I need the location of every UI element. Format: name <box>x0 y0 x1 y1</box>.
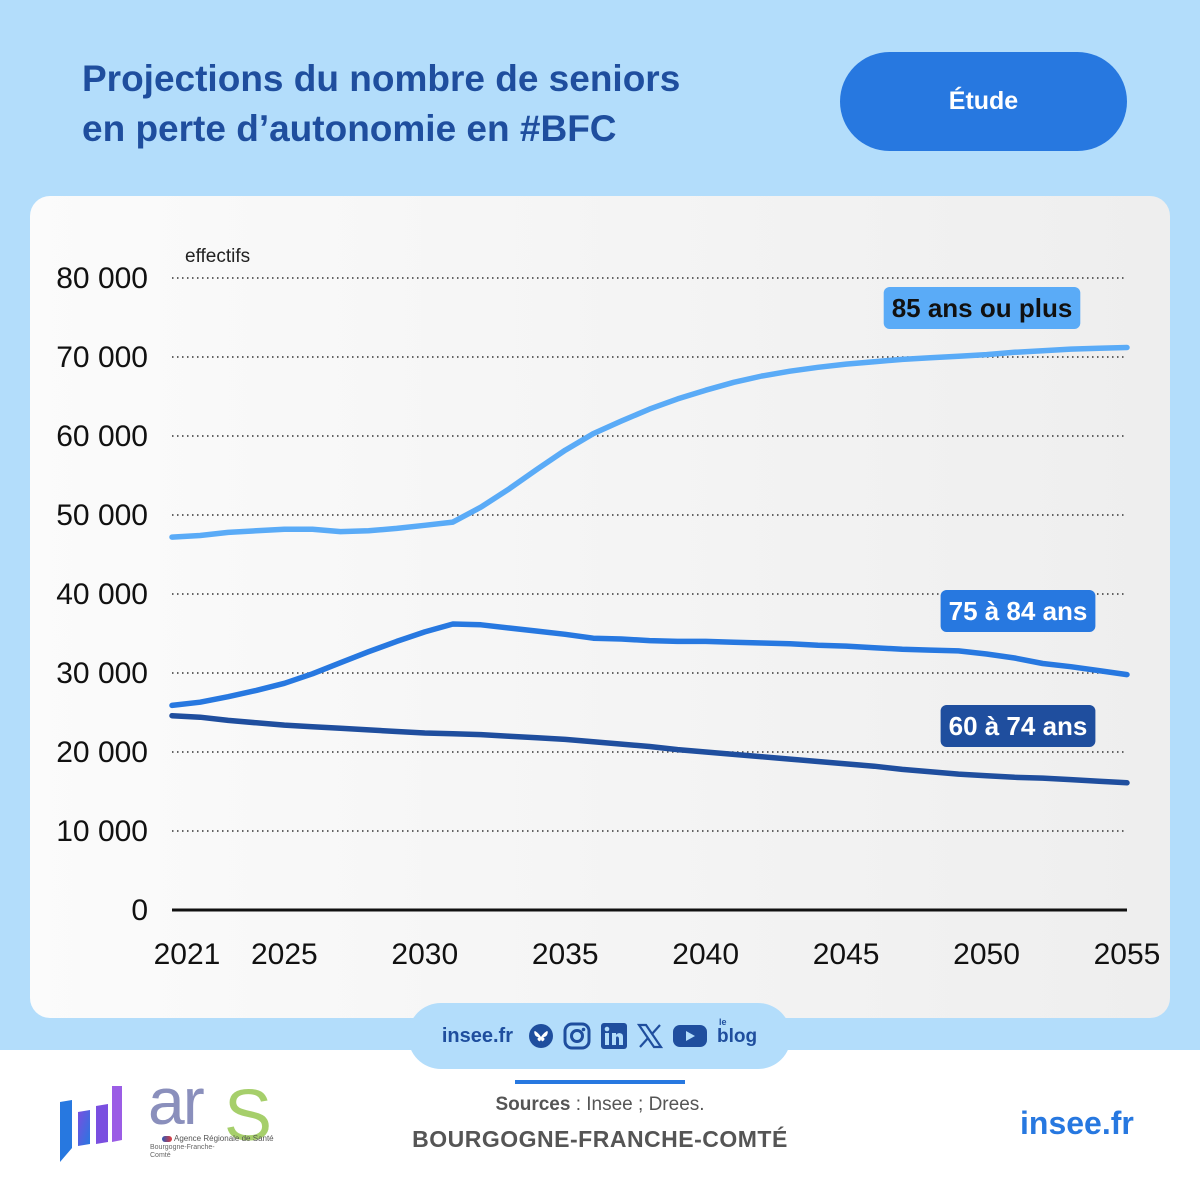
ars-logo: ar S Agence Régionale de Santé Bourgogne… <box>148 1068 288 1164</box>
series-label-text: 85 ans ou plus <box>892 293 1073 323</box>
ars-agency-label: Agence Régionale de Santé <box>162 1134 274 1143</box>
title-line-2: en perte d’autonomie en #BFC <box>82 108 617 149</box>
social-bar: insee.fr le blog <box>408 1003 791 1069</box>
blog-le-text: le <box>719 1016 727 1027</box>
x-tick-label: 2055 <box>1094 938 1161 971</box>
blog-text: blog <box>717 1025 758 1047</box>
y-axis-label: effectifs <box>185 246 250 267</box>
study-tag-button[interactable]: Étude <box>840 52 1127 151</box>
series-label-60-74-ans: 60 à 74 ans <box>940 705 1096 747</box>
series-label-text: 60 à 74 ans <box>949 711 1088 741</box>
y-tick-label: 50 000 <box>56 499 148 532</box>
chart-panel: 0 10 000 20 000 30 000 40 000 50 000 60 000 70 … <box>30 196 1170 1018</box>
series-label-box <box>883 287 1081 329</box>
x-tick-label: 2045 <box>813 938 880 971</box>
sources-text: : Insee ; Drees. <box>570 1094 705 1115</box>
ars-logo-s: S <box>224 1076 273 1156</box>
y-tick-label: 30 000 <box>56 657 148 690</box>
x-tick-label: 2035 <box>532 938 599 971</box>
social-url-link[interactable]: insee.fr <box>441 1024 514 1047</box>
series-label-text: 75 à 84 ans <box>949 596 1088 626</box>
bluesky-icon[interactable] <box>528 1023 554 1049</box>
y-tick-label: 10 000 <box>56 815 148 848</box>
axes: 0 10 000 20 000 30 000 40 000 50 000 60 000 70 … <box>56 246 1160 971</box>
title-line-1: Projections du nombre de seniors <box>82 58 681 99</box>
y-tick-label: 70 000 <box>56 341 148 374</box>
y-tick-label: 60 000 <box>56 420 148 453</box>
x-tick-label: 2050 <box>953 938 1020 971</box>
blog-icon[interactable]: le blog <box>717 1017 758 1047</box>
sources-note: Sources : Insee ; Drees. <box>300 1094 900 1116</box>
x-icon[interactable] <box>637 1023 664 1049</box>
youtube-icon[interactable] <box>672 1023 708 1049</box>
y-tick-label: 40 000 <box>56 578 148 611</box>
y-tick-label: 0 <box>131 894 148 927</box>
footer <box>0 1050 1200 1200</box>
x-tick-label: 2025 <box>251 938 318 971</box>
series-line-75-84-ans <box>169 621 1130 709</box>
series-lines <box>169 344 1130 786</box>
footer-url-link[interactable]: insee.fr <box>1020 1105 1134 1141</box>
line-chart: 0 10 000 20 000 30 000 40 000 50 000 60 000 70 … <box>56 246 1160 971</box>
x-tick-label: 2040 <box>672 938 739 971</box>
series-label-75-84-ans: 75 à 84 ans <box>940 590 1096 632</box>
series-label-box <box>940 590 1096 632</box>
x-tick-label: 2021 <box>154 938 221 971</box>
sources-label: Sources <box>495 1094 571 1115</box>
region-name: BOURGOGNE-FRANCHE-COMTÉ <box>412 1126 788 1152</box>
insee-logo <box>58 1086 124 1169</box>
ars-logo-word: ar <box>148 1064 205 1138</box>
linkedin-icon[interactable] <box>600 1022 628 1050</box>
series-label-85-ans-ou-plus: 85 ans ou plus <box>883 287 1081 329</box>
y-tick-label: 80 000 <box>56 262 148 295</box>
instagram-icon[interactable] <box>563 1022 591 1050</box>
series-label-box <box>940 705 1096 747</box>
x-tick-label: 2030 <box>391 938 458 971</box>
series-line-60-74-ans <box>169 712 1130 786</box>
y-tick-label: 20 000 <box>56 736 148 769</box>
page-title: Projections du nombre de seniors en pert… <box>82 54 802 154</box>
ars-region-label: Bourgogne-Franche-Comté <box>150 1144 215 1159</box>
series-labels: 85 ans ou plus 75 à 84 ans 60 à 74 ans <box>883 287 1096 747</box>
series-line-85-ans-ou-plus <box>169 344 1130 540</box>
ars-flag-icon <box>162 1135 172 1142</box>
footer-divider <box>515 1080 685 1084</box>
